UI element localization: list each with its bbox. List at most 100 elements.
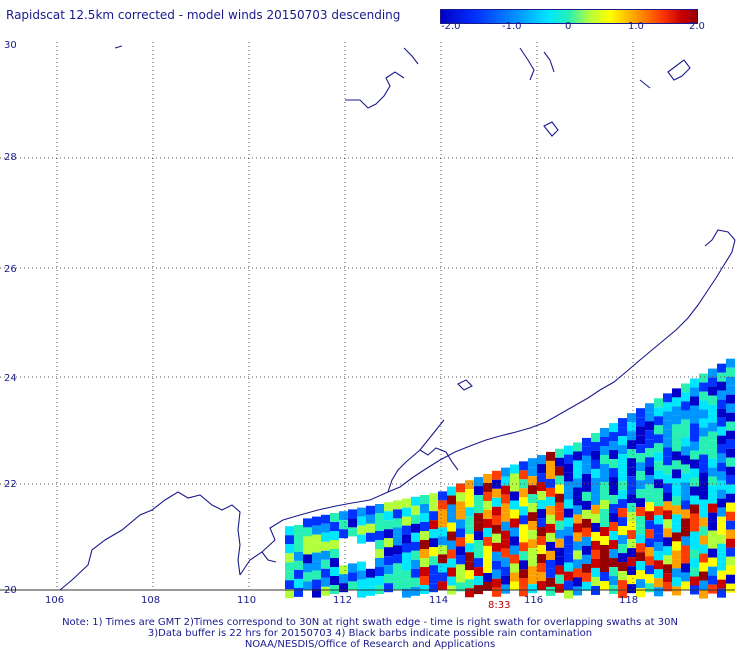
wind-difference-cell xyxy=(564,499,573,509)
wind-difference-cell xyxy=(708,467,717,477)
wind-difference-cell xyxy=(321,514,330,524)
wind-difference-cell xyxy=(699,400,708,410)
wind-difference-cell xyxy=(690,576,699,586)
wind-difference-cell xyxy=(483,581,492,591)
wind-difference-cell xyxy=(672,523,681,533)
wind-difference-cell xyxy=(726,385,735,395)
wind-difference-cell xyxy=(699,481,708,491)
wind-difference-cell xyxy=(483,509,492,519)
wind-difference-cell xyxy=(582,500,591,510)
wind-difference-cell xyxy=(519,569,528,579)
wind-difference-cell xyxy=(321,541,330,551)
wind-difference-cell xyxy=(708,413,717,423)
wind-difference-cell xyxy=(537,527,546,537)
wind-difference-cell xyxy=(393,518,402,528)
wind-difference-cell xyxy=(573,505,582,515)
wind-difference-cell xyxy=(627,440,636,450)
wind-difference-cell xyxy=(492,524,501,534)
wind-difference-cell xyxy=(717,507,726,517)
wind-difference-cell xyxy=(402,552,411,562)
wind-difference-cell xyxy=(474,522,483,532)
wind-difference-cell xyxy=(438,527,447,537)
wind-difference-cell xyxy=(681,464,690,474)
wind-difference-cell xyxy=(312,543,321,553)
wind-difference-cell xyxy=(321,586,330,596)
wind-difference-cell xyxy=(474,540,483,550)
wind-difference-cell xyxy=(483,554,492,564)
wind-difference-cell xyxy=(600,536,609,545)
wind-difference-cell xyxy=(384,547,393,557)
wind-difference-cell xyxy=(681,572,690,582)
wind-difference-cell xyxy=(411,532,420,542)
note-line-3: NOAA/NESDIS/Office of Research and Appli… xyxy=(244,639,496,650)
wind-difference-cell xyxy=(663,528,672,538)
wind-difference-cell xyxy=(339,511,348,521)
wind-difference-cell xyxy=(573,442,582,452)
wind-difference-cell xyxy=(699,517,708,527)
wind-difference-cell xyxy=(690,378,699,388)
wind-difference-cell xyxy=(294,587,303,597)
colorbar-tick-label: -2.0 xyxy=(441,21,461,32)
wind-difference-cell xyxy=(627,422,636,432)
wind-difference-cell xyxy=(357,579,366,589)
wind-difference-cell xyxy=(609,531,618,541)
wind-difference-cell xyxy=(546,469,555,479)
wind-difference-cell xyxy=(528,548,537,558)
wind-difference-cell xyxy=(654,542,663,552)
wind-difference-cell xyxy=(510,464,519,474)
wind-difference-cell xyxy=(555,475,564,485)
wind-difference-cell xyxy=(546,487,555,497)
wind-difference-cell xyxy=(510,536,519,546)
wind-difference-cell xyxy=(636,552,645,562)
wind-difference-cell xyxy=(699,391,708,401)
wind-difference-cell xyxy=(348,563,357,573)
wind-difference-cell xyxy=(510,482,519,492)
wind-difference-cell xyxy=(420,495,429,504)
wind-difference-cell xyxy=(681,428,690,438)
wind-difference-cell xyxy=(429,574,438,584)
wind-difference-cell xyxy=(573,550,582,560)
wind-difference-cell xyxy=(654,416,663,426)
wind-difference-cell xyxy=(699,427,708,437)
wind-difference-cell xyxy=(699,499,708,509)
wind-difference-cell xyxy=(681,401,690,411)
wind-difference-cell xyxy=(429,511,438,521)
wind-difference-cell xyxy=(726,484,735,494)
wind-difference-cell xyxy=(645,448,654,458)
wind-difference-cell xyxy=(528,575,537,585)
colorbar-tick-label: -1.0 xyxy=(502,21,522,32)
wind-difference-cell xyxy=(600,509,609,518)
wind-difference-cell xyxy=(510,527,519,537)
wind-difference-cell xyxy=(357,507,366,517)
wind-difference-cell xyxy=(330,513,339,522)
wind-difference-cell xyxy=(699,490,708,500)
wind-difference-cell xyxy=(501,566,510,576)
wind-difference-cell xyxy=(510,500,519,510)
wind-difference-cell xyxy=(501,575,510,585)
wind-difference-cell xyxy=(438,518,447,528)
wind-difference-cell xyxy=(294,560,303,570)
wind-difference-cell xyxy=(537,455,546,465)
wind-difference-cell xyxy=(501,521,510,531)
wind-difference-cell xyxy=(726,565,735,575)
wind-difference-cell xyxy=(663,393,672,403)
wind-difference-cell xyxy=(654,569,663,579)
wind-difference-cell xyxy=(636,507,645,517)
wind-difference-cell xyxy=(681,536,690,546)
wind-difference-cell xyxy=(618,544,627,554)
wind-difference-cell xyxy=(699,535,708,545)
wind-difference-cell xyxy=(717,453,726,463)
swath-time-label: 8:33 xyxy=(488,600,511,611)
wind-difference-cell xyxy=(699,589,708,599)
wind-difference-cell xyxy=(726,493,735,503)
wind-difference-cell xyxy=(645,511,654,521)
wind-difference-cell xyxy=(645,538,654,548)
wind-difference-cell xyxy=(411,496,420,506)
wind-difference-cell xyxy=(312,570,321,580)
wind-difference-cell xyxy=(600,428,609,437)
wind-difference-cell xyxy=(519,506,528,516)
wind-difference-cell xyxy=(681,473,690,483)
wind-difference-cell xyxy=(384,502,393,512)
wind-difference-cell xyxy=(420,504,429,513)
wind-difference-cell xyxy=(519,479,528,489)
